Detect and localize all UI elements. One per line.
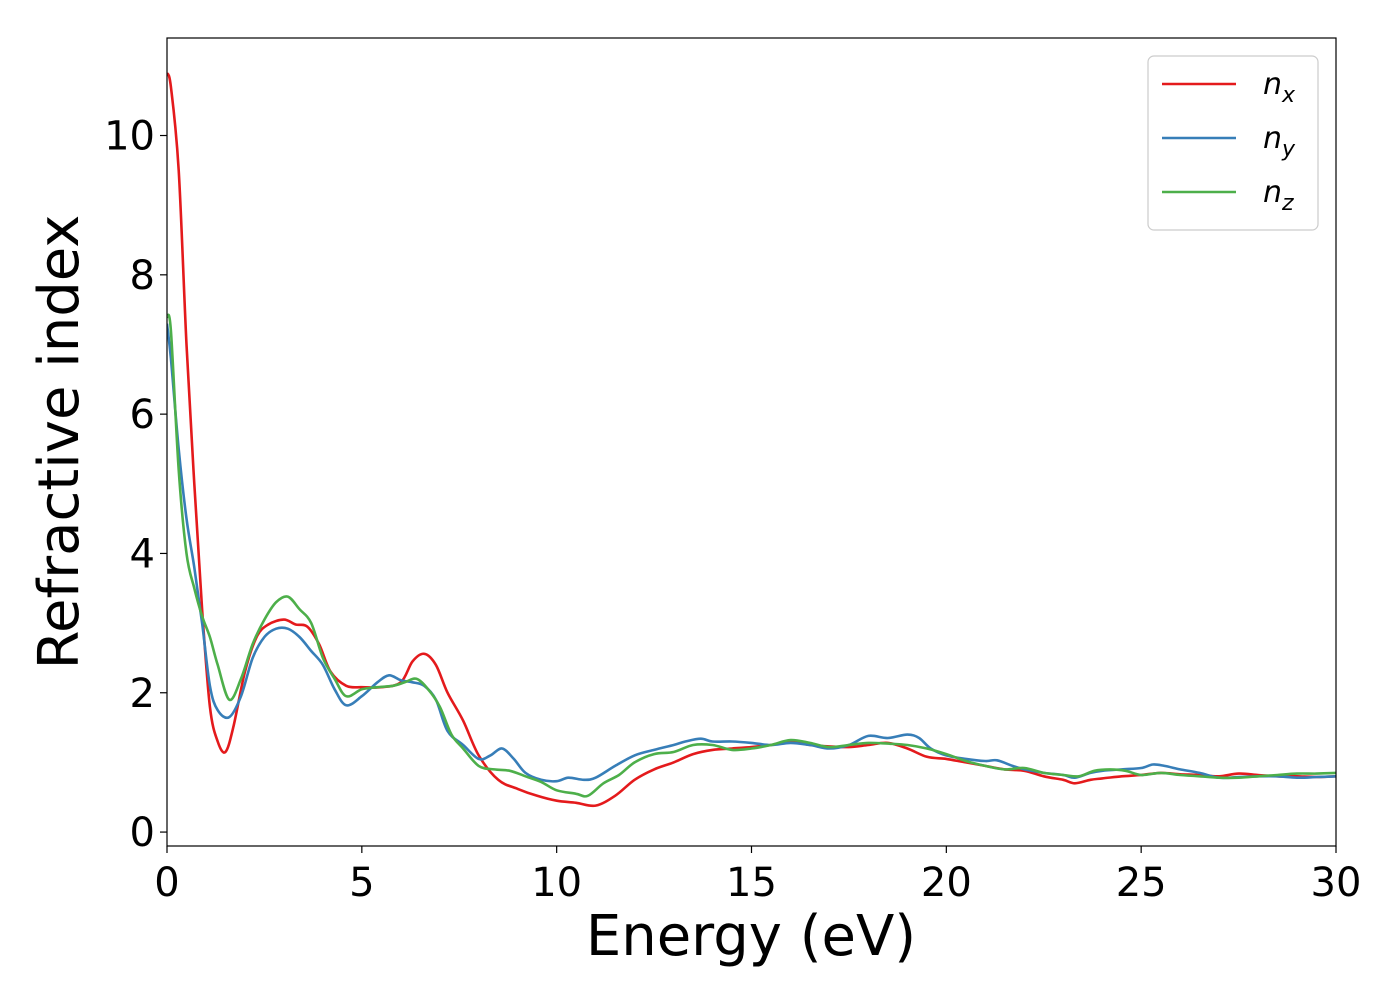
x-tick-label: 0 [154,860,179,906]
legend-label-nx: nx [1263,67,1296,108]
x-tick-label: 5 [349,860,374,906]
x-tick-label: 25 [1116,860,1167,906]
legend: nx ny nz [1147,55,1319,231]
x-tick-label: 30 [1311,860,1362,906]
x-axis-ticks: 0 5 10 15 20 25 30 [154,846,1361,906]
x-axis-title: Energy (eV) [586,904,916,969]
y-tick-label: 6 [130,392,155,438]
y-tick-label: 4 [130,531,155,577]
x-tick-label: 10 [531,860,582,906]
plot-lines [167,72,1336,808]
y-tick-label: 2 [130,671,155,717]
legend-label-nz: nz [1263,175,1294,216]
x-tick-label: 20 [921,860,972,906]
y-tick-label: 0 [130,810,155,856]
x-tick-label: 15 [726,860,777,906]
y-tick-label: 8 [130,253,155,299]
y-tick-label: 10 [104,114,155,160]
legend-label-ny: ny [1263,121,1296,162]
y-axis-title: Refractive index [27,215,92,670]
y-axis-ticks: 0 2 4 6 8 10 [104,114,167,856]
series-line-nz [167,313,1336,798]
legend-box [1147,55,1319,231]
